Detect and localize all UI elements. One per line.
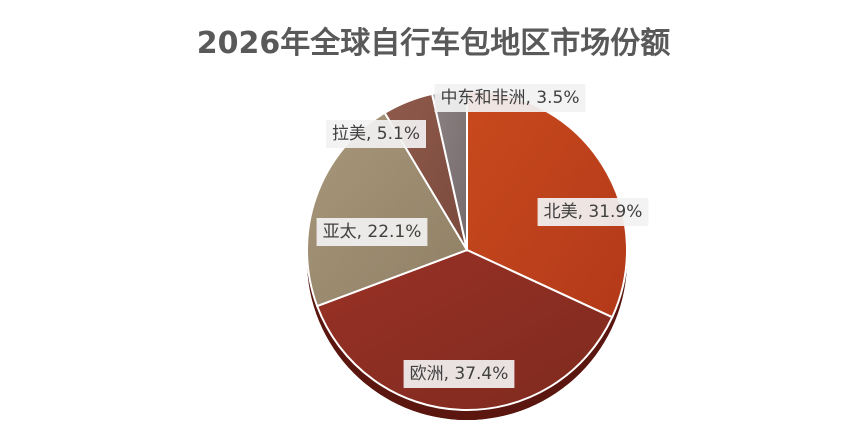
slice-label-text: 中东和非洲, 3.5% — [441, 88, 580, 108]
pie-labels: 北美, 31.9% 欧洲, 37.4% 亚太, 22.1% 拉美, 5.1% 中东和非洲… — [316, 84, 649, 388]
slice-label-background — [403, 360, 515, 388]
slice-label-2: 欧洲, 37.4% — [403, 360, 515, 388]
slice-label-text: 欧洲, 37.4% — [410, 364, 509, 384]
slice-label-background — [326, 120, 426, 148]
slice-label-4: 拉美, 5.1% — [326, 120, 426, 148]
slice-label-background — [537, 198, 649, 226]
slice-label-5: 中东和非洲, 3.5% — [434, 84, 586, 112]
slice-label-3: 亚太, 22.1% — [316, 218, 428, 246]
slice-label-text: 亚太, 22.1% — [323, 222, 422, 242]
slice-label-background — [434, 84, 586, 112]
slice-label-1: 北美, 31.9% — [537, 198, 649, 226]
chart-title: 2026年全球自行车包地区市场份额 — [196, 26, 671, 61]
pie-slice-2 — [315, 248, 614, 411]
slice-label-background — [316, 218, 428, 246]
slice-label-text: 拉美, 5.1% — [332, 124, 420, 144]
slice-label-text: 北美, 31.9% — [544, 202, 643, 222]
